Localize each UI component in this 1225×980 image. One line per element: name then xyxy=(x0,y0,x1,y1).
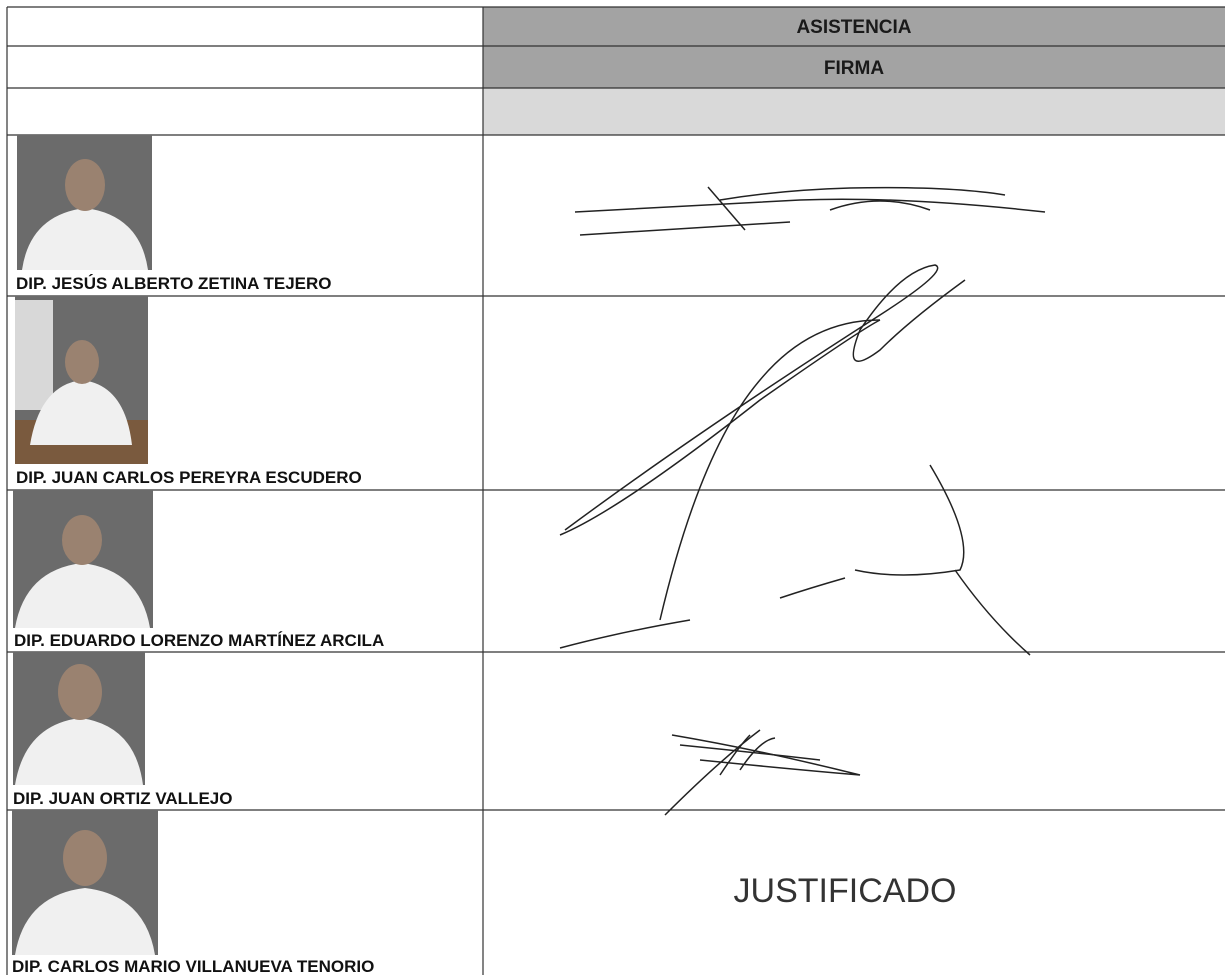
member-name: DIP. EDUARDO LORENZO MARTÍNEZ ARCILA xyxy=(14,631,384,650)
signature xyxy=(664,729,861,816)
photo xyxy=(13,652,145,785)
header-title: ASISTENCIA xyxy=(796,17,911,38)
member-name: DIP. JUAN CARLOS PEREYRA ESCUDERO xyxy=(16,468,362,487)
member-name: DIP. JESÚS ALBERTO ZETINA TEJERO xyxy=(16,274,332,293)
photo xyxy=(17,135,152,270)
member-name: DIP. CARLOS MARIO VILLANUEVA TENORIO xyxy=(12,957,374,976)
photo xyxy=(13,490,153,628)
header-subtitle: FIRMA xyxy=(824,58,884,79)
member-name: DIP. JUAN ORTIZ VALLEJO xyxy=(13,789,232,808)
signature xyxy=(574,186,1046,236)
photo xyxy=(12,810,158,955)
table-grid xyxy=(6,6,1225,975)
status: JUSTIFICADO xyxy=(734,872,957,910)
signature xyxy=(559,264,1031,656)
header-blank-fill xyxy=(483,88,1225,135)
photo xyxy=(15,296,148,464)
header-fill xyxy=(483,7,1225,88)
